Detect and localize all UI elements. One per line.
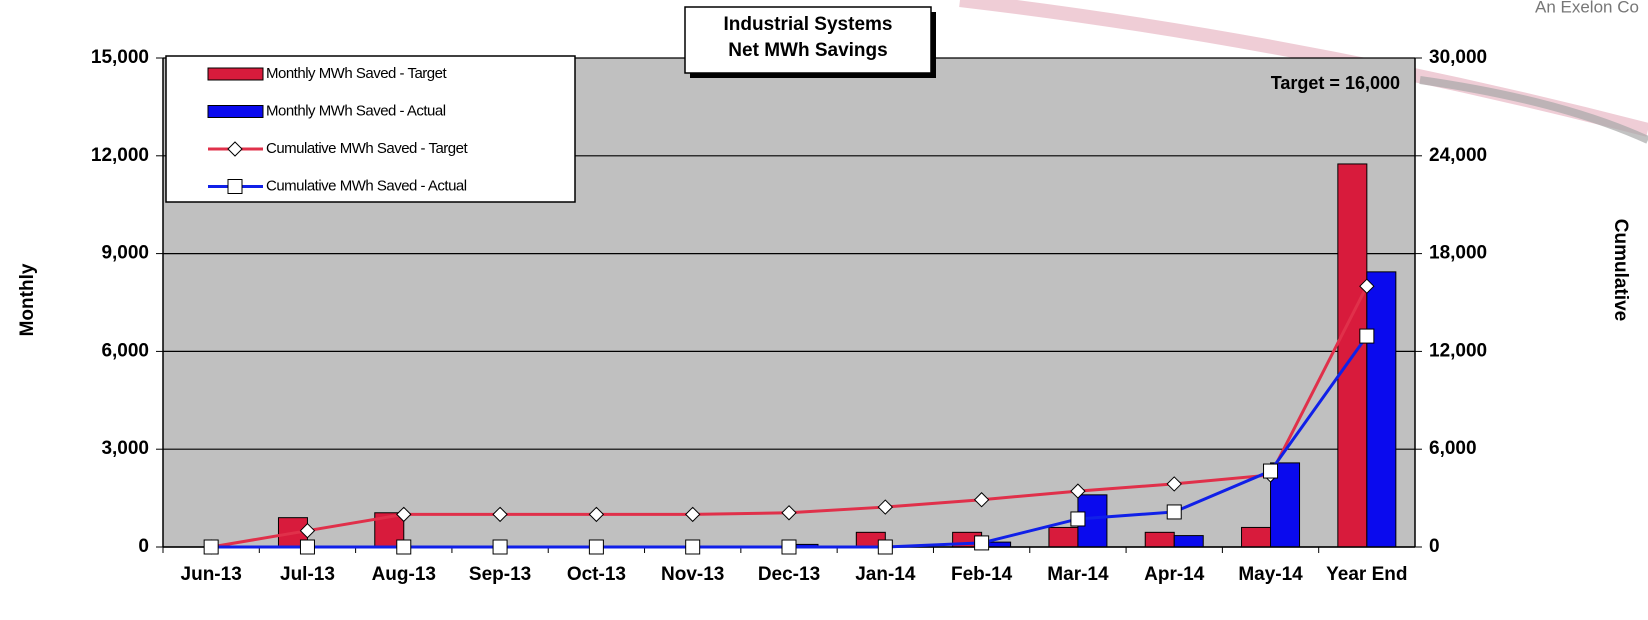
marker [1359,328,1375,344]
legend-label: Cumulative MWh Saved - Target [266,140,468,157]
marker [685,539,701,555]
x-tick-label: Nov-13 [661,564,724,585]
chart-title: Industrial Systems [724,14,893,35]
x-tick-label: Mar-14 [1047,564,1109,585]
bar [1366,271,1397,548]
marker [1166,504,1182,520]
y2-axis-label: Cumulative [1610,219,1631,321]
marker [588,539,604,555]
y2-tick-label: 24,000 [1429,145,1487,166]
legend-label: Cumulative MWh Saved - Actual [266,177,467,194]
marker [492,506,508,523]
legend-marker [227,141,243,157]
y-tick-label: 6,000 [101,340,149,361]
marker [1166,476,1182,492]
bar [374,512,405,548]
marker [1359,278,1375,294]
bar [1144,531,1175,548]
marker [973,492,990,508]
marker [396,506,412,523]
x-tick-label: Apr-14 [1144,564,1205,585]
x-tick-label: Oct-13 [567,564,626,585]
x-tick-label: May-14 [1238,564,1303,585]
chart-title: Net MWh Savings [728,40,887,61]
bar [1173,535,1204,548]
y-tick-label: 15,000 [91,47,149,68]
y2-tick-label: 30,000 [1429,47,1487,68]
annotation: Target = 16,000 [1271,73,1400,93]
x-tick-label: Jul-13 [280,564,335,585]
marker [974,535,990,551]
marker [299,522,316,539]
legend-marker [227,179,243,194]
y2-tick-label: 6,000 [1429,438,1477,459]
marker [1070,483,1086,499]
x-tick-label: Jun-13 [181,564,242,585]
bar [1048,526,1079,548]
marker [781,539,797,555]
x-tick-label: Year End [1326,564,1407,585]
marker [877,499,894,515]
legend-swatch [207,105,264,118]
marker [299,539,315,555]
legend-swatch [207,67,264,81]
y-tick-label: 12,000 [91,145,149,166]
marker [492,539,508,555]
x-tick-label: Jan-14 [855,564,916,585]
y-tick-label: 9,000 [101,243,149,264]
x-tick-label: Dec-13 [758,564,820,585]
marker [781,505,797,521]
logo-swoosh-grey [1419,76,1648,144]
marker [1263,463,1279,479]
legend-label: Monthly MWh Saved - Actual [266,102,446,119]
x-tick-label: Feb-14 [951,564,1013,585]
y2-tick-label: 18,000 [1429,243,1487,264]
y-axis-label: Monthly [17,263,38,336]
x-tick-label: Sep-13 [469,564,531,585]
bar [1241,526,1272,548]
legend: Monthly MWh Saved - Target Monthly MWh Sa… [165,55,576,203]
logo-text: An Exelon Co [1535,0,1639,16]
legend-label: Monthly MWh Saved - Target [266,65,447,82]
y-tick-label: 3,000 [101,438,149,459]
marker [588,506,605,523]
marker [684,506,701,523]
marker [1070,511,1086,527]
y2-tick-label: 12,000 [1429,340,1487,361]
marker [877,539,893,555]
y2-tick-label: 0 [1429,536,1440,557]
x-tick-label: Aug-13 [372,564,436,585]
marker [203,539,219,555]
title-box [684,6,932,74]
y-tick-label: 0 [138,536,149,557]
marker [396,539,412,555]
